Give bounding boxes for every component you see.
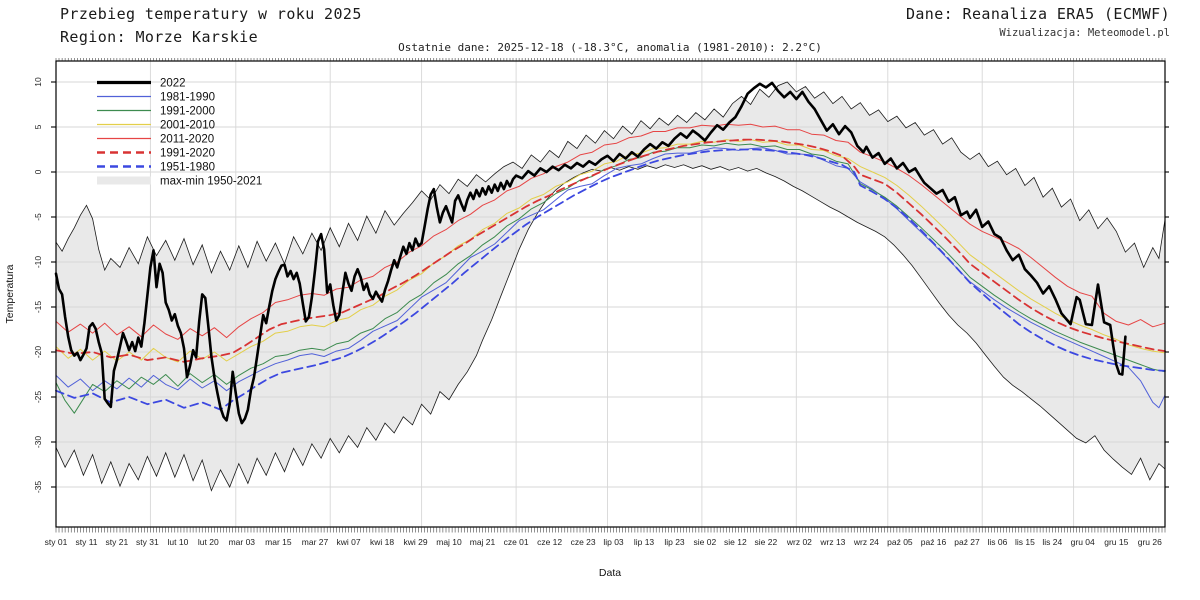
svg-text:kwi 07: kwi 07 <box>336 537 360 547</box>
data-source-label: Dane: Reanaliza ERA5 (ECMWF) <box>905 5 1170 23</box>
legend-label: 1981-1990 <box>160 92 215 104</box>
svg-text:cze 23: cze 23 <box>571 537 596 547</box>
svg-text:maj 21: maj 21 <box>470 537 496 547</box>
x-axis-minor-ticks-top <box>55 58 1166 61</box>
legend: 2022 1981-1990 1991-2000 2001-2010 2011-2020… <box>97 78 262 188</box>
y-axis-title: Temperatura <box>4 264 16 323</box>
series-2001-2010-line <box>55 139 1166 363</box>
chart-region: Region: Morze Karskie <box>60 28 259 46</box>
svg-text:lut 20: lut 20 <box>198 537 219 547</box>
svg-text:lip 23: lip 23 <box>664 537 685 547</box>
svg-text:mar 03: mar 03 <box>229 537 256 547</box>
svg-text:-15: -15 <box>33 301 43 314</box>
max-min-band <box>56 82 1165 491</box>
svg-text:sie 02: sie 02 <box>694 537 717 547</box>
svg-text:lis 06: lis 06 <box>987 537 1007 547</box>
svg-text:5: 5 <box>33 124 43 129</box>
svg-text:0: 0 <box>33 169 43 174</box>
x-axis-tick-labels: sty 01 sty 11 sty 21 sty 31 lut 10 lut 20 mar … <box>45 537 1162 547</box>
svg-text:sie 22: sie 22 <box>755 537 778 547</box>
visualization-credit: Wizualizacja: Meteomodel.pl <box>999 27 1170 39</box>
legend-item: 2011-2020 <box>97 134 214 146</box>
legend-item: 1991-2000 <box>97 106 215 118</box>
legend-item: 1951-1980 <box>97 162 215 174</box>
legend-item: 1981-1990 <box>97 92 215 104</box>
svg-text:sty 11: sty 11 <box>75 537 97 547</box>
svg-text:lis 15: lis 15 <box>1015 537 1035 547</box>
chart-title: Przebieg temperatury w roku 2025 <box>60 5 362 23</box>
svg-text:-35: -35 <box>33 481 43 494</box>
legend-item: max-min 1950-2021 <box>97 176 262 188</box>
svg-text:mar 27: mar 27 <box>302 537 329 547</box>
svg-text:kwi 29: kwi 29 <box>403 537 427 547</box>
x-axis-minor-ticks-bottom <box>55 527 1166 533</box>
legend-label: 2011-2020 <box>160 134 214 146</box>
legend-item: 1991-2020 <box>97 148 215 160</box>
svg-text:sty 01: sty 01 <box>45 537 68 547</box>
svg-text:gru 04: gru 04 <box>1071 537 1095 547</box>
svg-text:gru 15: gru 15 <box>1104 537 1128 547</box>
svg-text:-25: -25 <box>33 391 43 404</box>
series-1981-1990-line <box>55 147 1166 409</box>
svg-text:wrz 24: wrz 24 <box>853 537 879 547</box>
svg-text:maj 10: maj 10 <box>436 537 462 547</box>
legend-label: max-min 1950-2021 <box>160 176 262 188</box>
legend-label: 2001-2010 <box>160 120 215 132</box>
legend-label: 2022 <box>160 78 186 90</box>
legend-label: 1991-2020 <box>160 148 215 160</box>
svg-text:sty 31: sty 31 <box>136 537 159 547</box>
svg-text:10: 10 <box>33 77 43 87</box>
svg-text:paź 16: paź 16 <box>921 537 947 547</box>
svg-text:kwi 18: kwi 18 <box>370 537 394 547</box>
header-left: Przebieg temperatury w roku 2025 Region:… <box>60 5 362 46</box>
legend-band-swatch <box>97 176 151 185</box>
legend-item: 2001-2010 <box>97 120 215 132</box>
svg-text:wrz 02: wrz 02 <box>786 537 812 547</box>
svg-text:lis 24: lis 24 <box>1042 537 1062 547</box>
legend-label: 1951-1980 <box>160 162 215 174</box>
series-1951-1980-line <box>55 148 1166 411</box>
svg-text:gru 26: gru 26 <box>1138 537 1162 547</box>
last-data-note: Ostatnie dane: 2025-12-18 (-18.3°C, anom… <box>398 41 822 54</box>
svg-text:cze 01: cze 01 <box>504 537 529 547</box>
svg-text:lut 10: lut 10 <box>168 537 189 547</box>
svg-text:-20: -20 <box>33 346 43 359</box>
series-2011-2020-line <box>55 123 1166 340</box>
legend-label: 1991-2000 <box>160 106 215 118</box>
svg-text:-10: -10 <box>33 256 43 269</box>
y-axis-tick-labels: 10 5 0 -5 -10 -15 -20 -25 -30 -35 <box>33 77 43 493</box>
svg-text:lip 13: lip 13 <box>634 537 655 547</box>
series-2022-line <box>54 81 1127 425</box>
svg-text:-5: -5 <box>33 213 43 221</box>
svg-text:mar 15: mar 15 <box>265 537 292 547</box>
svg-text:lip 03: lip 03 <box>603 537 624 547</box>
svg-text:sie 12: sie 12 <box>724 537 747 547</box>
y-axis-ticks <box>51 81 1169 488</box>
svg-text:sty 21: sty 21 <box>106 537 129 547</box>
svg-text:paź 05: paź 05 <box>887 537 913 547</box>
svg-text:paź 27: paź 27 <box>954 537 980 547</box>
series-1991-2020-line <box>55 138 1166 363</box>
svg-text:wrz 13: wrz 13 <box>819 537 845 547</box>
legend-item: 2022 <box>97 78 186 90</box>
header-right: Dane: Reanaliza ERA5 (ECMWF) Wizualizacj… <box>906 5 1170 39</box>
svg-text:cze 12: cze 12 <box>537 537 562 547</box>
max-envelope-line <box>55 81 1166 274</box>
x-axis-title: Data <box>599 567 621 579</box>
svg-text:-30: -30 <box>33 436 43 449</box>
